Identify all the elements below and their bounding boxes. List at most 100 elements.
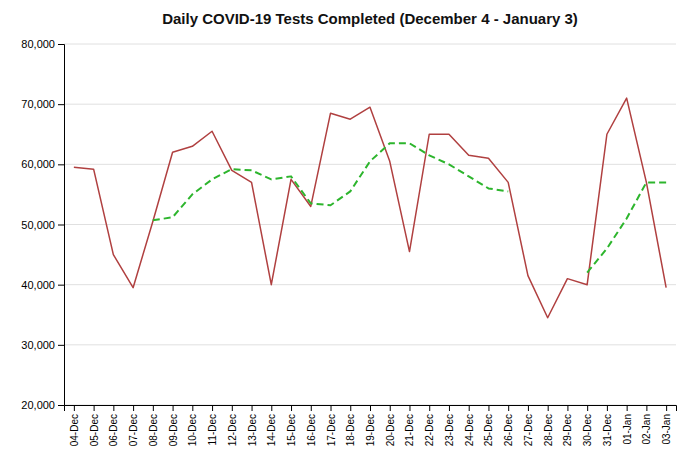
x-tick-label: 25-Dec [483,414,494,446]
x-tick: 05-Dec [89,405,100,446]
x-tick: 28-Dec [543,405,554,446]
x-axis: 04-Dec 05-Dec 06-Dec 07-Dec 08-Dec 09-Dec 10-D… [65,405,677,446]
x-tick-label: 28-Dec [543,414,554,446]
x-tick-mark [291,405,292,411]
x-tick: 29-Dec [562,405,573,446]
x-tick-label: 01-Jan [622,414,633,445]
grid-line [64,224,676,225]
y-tick-mark [58,104,64,105]
x-tick-label: 07-Dec [128,414,139,446]
x-tick: 20-Dec [385,405,396,446]
x-tick: 12-Dec [227,405,238,446]
x-tick: 02-Jan [641,405,652,445]
x-tick-label: 20-Dec [385,414,396,446]
x-tick-mark [548,405,549,411]
x-tick: 04-Dec [69,405,80,446]
x-tick-mark [232,405,233,411]
x-tick-label: 24-Dec [464,414,475,446]
x-tick-label: 21-Dec [404,414,415,446]
x-tick-label: 23-Dec [444,414,455,446]
y-tick: 30,000 [21,339,64,351]
x-tick-mark [74,405,75,411]
y-axis: 20,00030,00040,00050,00060,00070,00080,0… [21,38,64,411]
y-tick-mark [58,225,64,226]
x-tick-mark [607,405,608,411]
x-tick-mark [429,405,430,411]
x-tick-mark [153,405,154,411]
x-tick: 07-Dec [128,405,139,446]
x-tick-label: 27-Dec [523,414,534,446]
series-line [74,98,666,318]
lines [74,98,666,318]
x-tick: 30-Dec [582,405,593,446]
x-tick-label: 08-Dec [148,414,159,446]
y-tick: 20,000 [21,399,64,411]
y-tick: 50,000 [21,219,64,231]
x-tick: 19-Dec [365,405,376,446]
x-tick-label: 15-Dec [286,414,297,446]
x-tick-mark [252,405,253,411]
x-tick-label: 12-Dec [227,414,238,446]
x-tick-mark [409,405,410,411]
x-tick: 10-Dec [187,405,198,446]
x-tick-mark [449,405,450,411]
x-tick-label: 16-Dec [306,414,317,446]
title: Daily COVID-19 Tests Completed (December… [162,10,578,27]
x-tick: 14-Dec [266,405,277,446]
x-tick: 13-Dec [247,405,258,446]
x-tick: 17-Dec [326,405,337,446]
x-tick-mark [567,405,568,411]
x-tick-label: 22-Dec [424,414,435,446]
x-tick: 11-Dec [207,405,218,446]
series-line [153,143,666,272]
x-tick: 01-Jan [622,405,633,445]
y-tick-label: 60,000 [21,158,55,170]
x-tick: 23-Dec [444,405,455,446]
x-tick-mark [212,405,213,411]
x-tick-mark [331,405,332,411]
x-tick-label: 05-Dec [89,414,100,446]
x-tick-label: 19-Dec [365,414,376,446]
x-tick: 31-Dec [602,405,613,446]
x-tick-mark [192,405,193,411]
grid-line [64,44,676,45]
x-tick-mark [469,405,470,411]
x-tick-mark [271,405,272,411]
y-tick-label: 50,000 [21,219,55,231]
x-tick-mark [508,405,509,411]
x-tick-label: 18-Dec [345,414,356,446]
y-axis-line [58,45,65,406]
y-tick-mark [58,345,64,346]
x-tick: 18-Dec [345,405,356,446]
x-tick: 06-Dec [108,405,119,446]
x-tick-mark [370,405,371,411]
x-tick-mark [350,405,351,411]
grid [64,44,676,405]
chart: 20,00030,00040,00050,00060,00070,00080,0… [0,0,696,463]
x-tick: 15-Dec [286,405,297,446]
x-tick: 22-Dec [424,405,435,446]
y-tick-label: 20,000 [21,399,55,411]
x-tick-mark [173,405,174,411]
y-tick-mark [58,44,64,45]
x-tick: 03-Jan [661,405,672,445]
x-tick-label: 17-Dec [326,414,337,446]
y-tick-label: 80,000 [21,38,55,50]
x-tick-label: 09-Dec [168,414,179,446]
x-tick-mark [113,405,114,411]
x-tick-mark [94,405,95,411]
y-tick: 60,000 [21,158,64,170]
x-tick: 21-Dec [404,405,415,446]
x-tick-mark [646,405,647,411]
x-tick: 27-Dec [523,405,534,446]
grid-line [64,104,676,105]
y-tick-mark [58,164,64,165]
x-tick: 24-Dec [464,405,475,446]
x-tick-mark [390,405,391,411]
y-tick-label: 40,000 [21,279,55,291]
plot-area: 20,00030,00040,00050,00060,00070,00080,0… [21,38,676,446]
x-tick-label: 13-Dec [247,414,258,446]
x-tick: 09-Dec [168,405,179,446]
y-tick-mark [58,405,64,406]
y-tick-mark [58,285,64,286]
